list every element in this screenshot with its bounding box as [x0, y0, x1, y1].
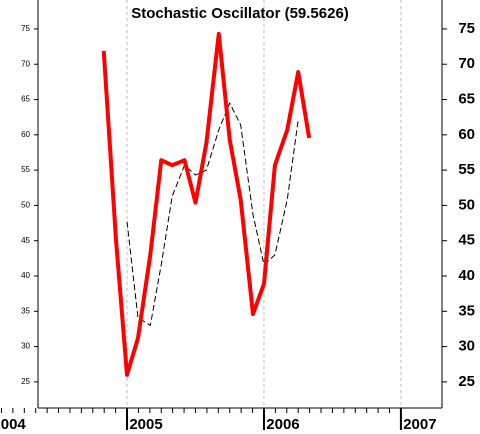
y-tick-label-left: 50 [21, 201, 30, 210]
y-tick-label-right: 55 [458, 161, 475, 178]
y-tick-label-right: 40 [458, 267, 475, 284]
y-tick-label-right: 65 [458, 90, 475, 107]
y-tick-label-left: 65 [21, 95, 30, 104]
x-tick-label: 2006 [266, 416, 299, 433]
y-tick-label-left: 60 [21, 130, 30, 139]
y-tick-label-right: 25 [458, 373, 475, 390]
y-tick-label-right: 30 [458, 338, 475, 355]
y-tick-label-right: 45 [458, 232, 475, 249]
y-tick-label-left: 45 [21, 236, 30, 245]
x-tick-label: 2007 [403, 416, 436, 433]
y-tick-label-left: 25 [21, 377, 30, 386]
y-tick-label-left: 70 [21, 59, 30, 68]
y-tick-label-right: 35 [458, 302, 475, 319]
y-tick-label-right: 75 [458, 20, 475, 37]
y-tick-label-left: 30 [21, 342, 30, 351]
series-line [101, 31, 312, 377]
y-tick-label-right: 70 [458, 55, 475, 72]
y-tick-label-left: 35 [21, 306, 30, 315]
y-tick-label-left: 40 [21, 271, 30, 280]
x-tick-label: 2004 [0, 416, 26, 433]
y-tick-label-left: 55 [21, 165, 30, 174]
y-tick-label-right: 50 [458, 196, 475, 213]
series-line [126, 102, 299, 326]
y-tick-label-left: 75 [21, 24, 30, 33]
y-tick-label-right: 60 [458, 126, 475, 143]
x-tick-label: 2005 [129, 416, 162, 433]
chart-title: Stochastic Oscillator (59.5626) [131, 5, 349, 22]
